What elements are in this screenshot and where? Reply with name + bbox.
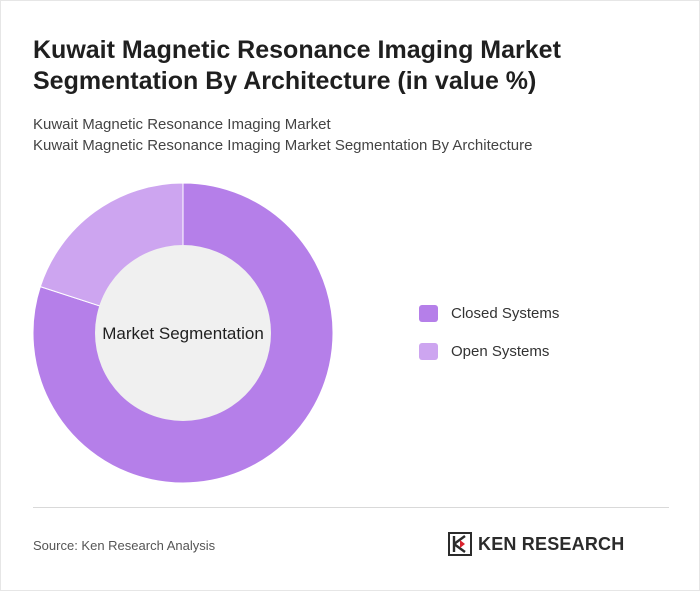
subtitle-line-1: Kuwait Magnetic Resonance Imaging Market	[33, 116, 331, 133]
legend-item-closed-systems: Closed Systems	[419, 304, 559, 323]
legend-label-closed-systems: Closed Systems	[451, 305, 560, 322]
donut-center	[95, 245, 271, 421]
legend-label-open-systems: Open Systems	[451, 343, 550, 360]
chart-legend: Closed Systems Open Systems	[419, 304, 559, 380]
donut-chart: Market Segmentation	[32, 182, 334, 484]
legend-item-open-systems: Open Systems	[419, 342, 559, 361]
logo-text: KEN RESEARCH	[478, 533, 625, 554]
footer-divider	[33, 507, 669, 508]
ken-research-logo: KEN RESEARCH	[448, 532, 624, 556]
source-note: Source: Ken Research Analysis	[33, 538, 216, 553]
chart-subtitle: Kuwait Magnetic Resonance Imaging Market…	[33, 114, 673, 156]
ken-research-logo-icon	[448, 532, 472, 556]
chart-title: Kuwait Magnetic Resonance Imaging Market…	[33, 36, 561, 95]
subtitle-line-2: Kuwait Magnetic Resonance Imaging Market…	[33, 137, 533, 154]
legend-swatch-open-systems	[419, 343, 438, 360]
donut-center-label: Market Segmentation	[102, 324, 264, 343]
legend-swatch-closed-systems	[419, 305, 438, 322]
